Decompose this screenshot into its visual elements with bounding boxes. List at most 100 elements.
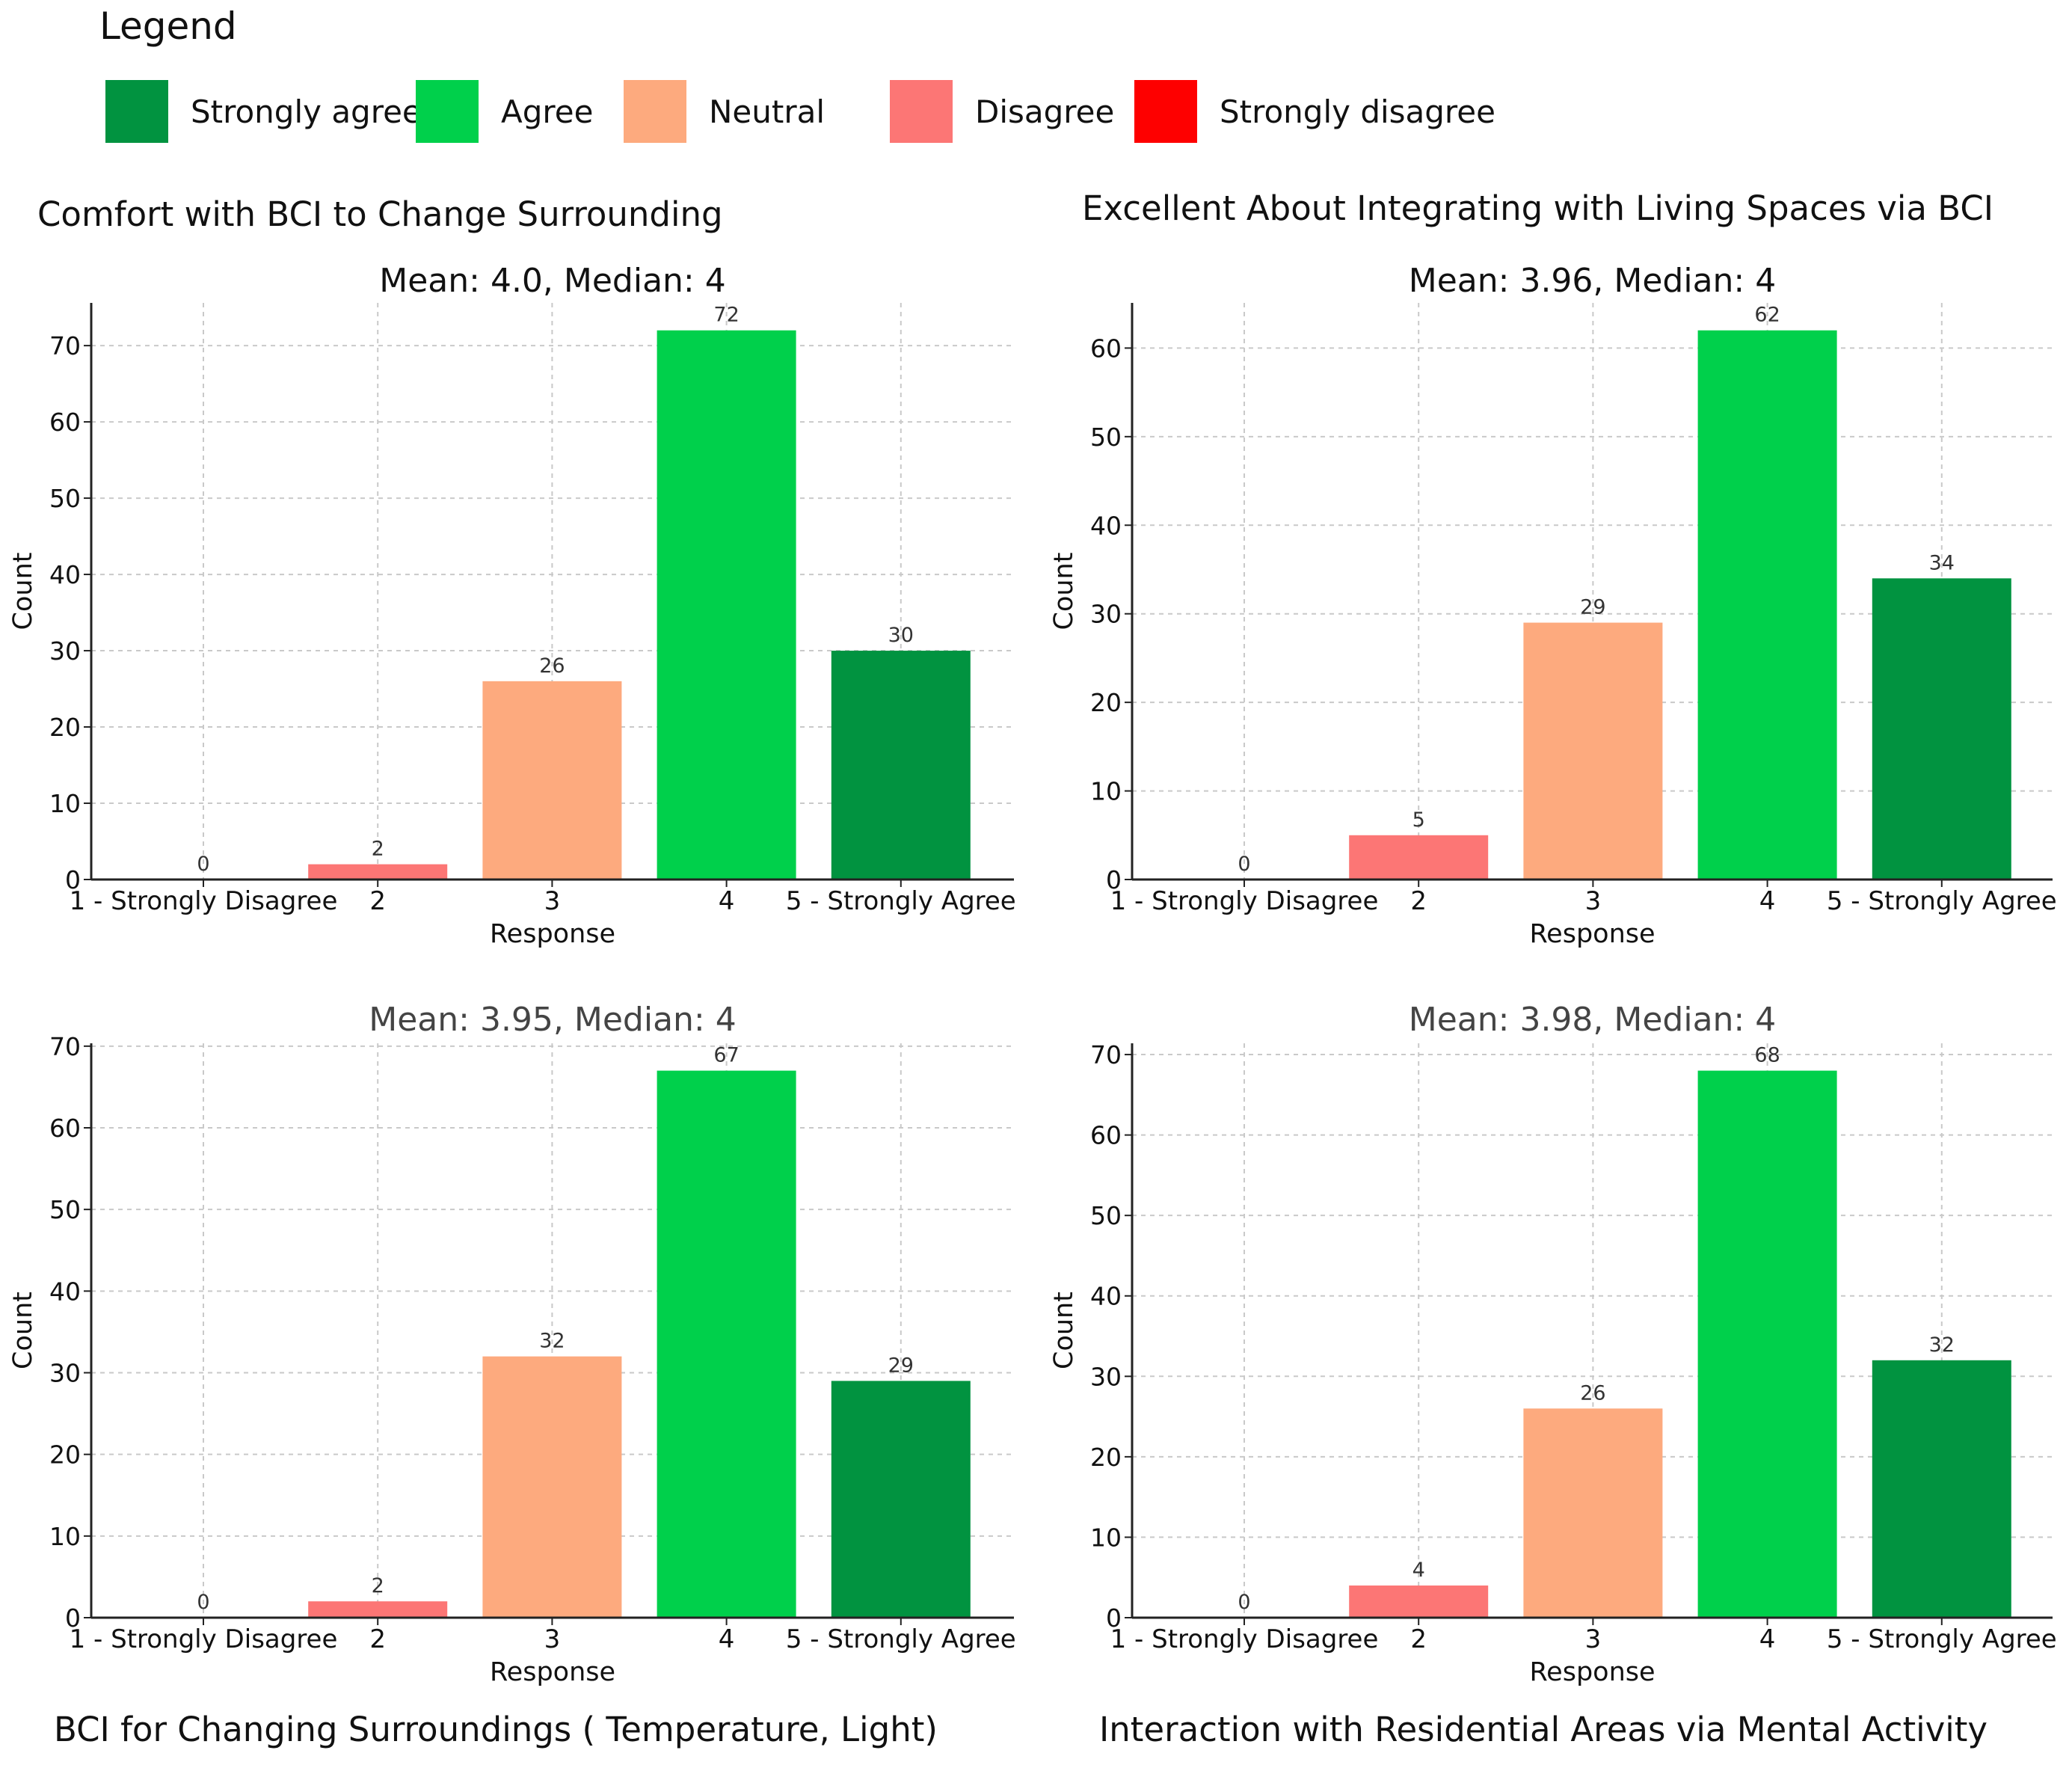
data-label: 0 [1238,853,1250,876]
y-tick-label: 0 [65,865,81,894]
data-label: 72 [713,304,739,327]
x-tick-label: 1 - Strongly Disagree [70,886,338,916]
legend-label-strongly-disagree: Strongly disagree [1220,93,1495,130]
x-tick-label: 1 - Strongly Disagree [1110,1624,1379,1654]
y-tick-label: 50 [1090,1201,1122,1230]
data-label: 29 [1580,596,1605,619]
bar [482,1356,622,1618]
legend-swatch-disagree [890,80,953,143]
data-label: 62 [1754,304,1780,327]
bar [1872,1360,2011,1618]
y-axis-label: Count [8,553,38,630]
legend-swatch-strongly-agree [105,80,168,143]
legend-swatch-strongly-disagree [1134,80,1197,143]
chart-title: Mean: 3.95, Median: 4 [369,1001,736,1039]
y-tick-label: 60 [1090,334,1122,363]
bar [1349,1585,1489,1618]
panel-title-top-right: Excellent About Integrating with Living … [1082,188,1994,228]
x-axis-label: Response [1529,919,1655,949]
legend-label-neutral: Neutral [709,93,826,130]
y-tick-label: 60 [1090,1121,1122,1150]
x-axis-label: Response [490,919,615,949]
chart-title: Mean: 3.98, Median: 4 [1409,1001,1776,1039]
data-label: 4 [1412,1559,1425,1582]
y-axis-label: Count [1049,553,1079,630]
x-tick-label: 2 [1410,1624,1427,1654]
y-tick-label: 10 [1090,1523,1122,1552]
data-label: 5 [1412,808,1425,832]
legend-item-disagree: Disagree [890,79,1114,144]
x-tick-label: 4 [1759,1624,1776,1654]
y-tick-label: 30 [1090,600,1122,629]
data-label: 26 [1580,1381,1605,1405]
y-tick-label: 70 [49,1032,81,1061]
bar [308,1601,448,1618]
data-label: 29 [888,1354,914,1377]
data-label: 68 [1754,1044,1780,1067]
y-tick-label: 60 [49,1114,81,1143]
x-tick-label: 5 - Strongly Agree [786,886,1016,916]
bar [482,681,622,880]
data-label: 26 [539,654,565,678]
y-tick-label: 30 [49,1358,81,1387]
legend-label-disagree: Disagree [975,93,1115,130]
data-label: 32 [539,1330,565,1353]
y-tick-label: 40 [1090,1282,1122,1311]
bar [1523,622,1663,880]
bar [1697,1070,1837,1618]
x-tick-label: 4 [719,886,735,916]
y-tick-label: 10 [49,1522,81,1551]
y-tick-label: 50 [1090,423,1122,452]
legend-label-agree: Agree [501,93,594,130]
legend-item-agree: Agree [416,79,593,144]
x-tick-label: 5 - Strongly Agree [786,1624,1016,1654]
legend-label-strongly-agree: Strongly agree [191,93,422,130]
y-tick-label: 10 [1090,777,1122,806]
y-tick-label: 50 [49,1195,81,1224]
legend-title: Legend [99,4,237,48]
legend-item-strongly-agree: Strongly agree [105,79,422,144]
y-tick-label: 10 [49,789,81,818]
legend-item-strongly-disagree: Strongly disagree [1134,79,1495,144]
y-tick-label: 70 [49,331,81,360]
bar [308,864,448,880]
y-tick-label: 50 [49,484,81,513]
legend-swatch-neutral [624,80,686,143]
panel-title-top-left: Comfort with BCI to Change Surrounding [37,194,723,234]
data-label: 32 [1929,1333,1955,1357]
y-tick-label: 40 [49,1277,81,1306]
x-tick-label: 5 - Strongly Agree [1827,1624,2057,1654]
y-tick-label: 0 [65,1603,81,1633]
x-tick-label: 1 - Strongly Disagree [70,1624,338,1654]
x-tick-label: 3 [1585,1624,1602,1654]
panel-title-bottom-left: BCI for Changing Surroundings ( Temperat… [54,1710,938,1749]
y-tick-label: 30 [49,636,81,666]
data-label: 67 [713,1044,739,1067]
legend-item-neutral: Neutral [624,79,825,144]
bar [831,1381,971,1618]
y-axis-label: Count [8,1292,38,1369]
y-tick-label: 20 [49,1440,81,1470]
legend-swatch-agree [416,80,479,143]
y-tick-label: 40 [49,560,81,589]
chart-title: Mean: 4.0, Median: 4 [379,262,725,300]
y-tick-label: 40 [1090,511,1122,540]
bar [657,1070,796,1618]
data-label: 34 [1929,551,1955,574]
data-label: 0 [1238,1591,1250,1614]
y-tick-label: 20 [1090,688,1122,717]
x-axis-label: Response [1529,1657,1655,1687]
x-tick-label: 4 [1759,886,1776,916]
x-tick-label: 5 - Strongly Agree [1827,886,2057,916]
data-label: 0 [197,1591,209,1614]
y-tick-label: 0 [1106,1603,1122,1633]
x-tick-label: 3 [1585,886,1602,916]
bar [657,330,796,880]
data-label: 0 [197,853,209,876]
bar [1697,330,1837,880]
x-tick-label: 2 [369,886,386,916]
